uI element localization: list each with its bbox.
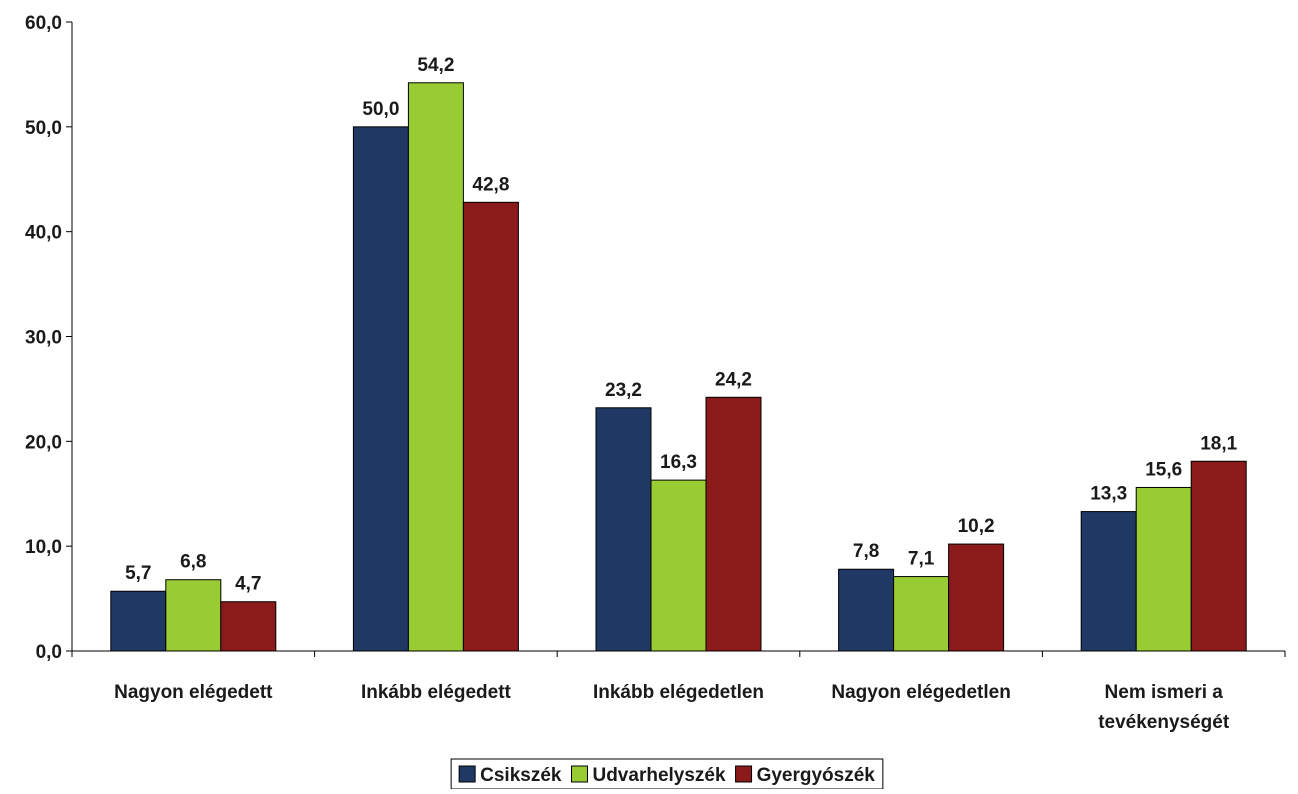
bar xyxy=(893,576,950,652)
legend-swatch xyxy=(735,765,753,783)
bar-value-label: 7,1 xyxy=(908,549,935,570)
bar xyxy=(1080,511,1137,652)
legend-swatch xyxy=(570,765,588,783)
legend-label: Csikszék xyxy=(480,765,562,786)
bar-value-label: 7,8 xyxy=(853,541,879,562)
bar xyxy=(462,201,519,652)
bar xyxy=(407,82,464,652)
y-tick-label: 0,0 xyxy=(36,642,62,663)
chart-bars xyxy=(110,82,1247,652)
bar-value-label: 4,7 xyxy=(235,574,261,595)
y-tick-label: 20,0 xyxy=(25,432,62,453)
bar-value-label: 23,2 xyxy=(605,380,642,401)
x-category-label: Nem ismeri a tevékenységét xyxy=(1098,682,1230,733)
bar-value-label: 18,1 xyxy=(1200,433,1237,454)
bar xyxy=(1190,460,1247,652)
bar xyxy=(1135,486,1192,652)
bar xyxy=(110,590,167,652)
y-tick-label: 30,0 xyxy=(25,328,62,349)
bar-value-label: 6,8 xyxy=(180,552,206,573)
legend-swatch xyxy=(458,765,476,783)
chart-axes: 0,0 10,0 20,0 30,0 40,0 50,0 60,0 Nagyon eléged… xyxy=(25,13,1286,733)
bar-value-label: 42,8 xyxy=(472,174,509,195)
bar xyxy=(838,568,895,652)
bar-value-label: 5,7 xyxy=(125,563,151,584)
bar xyxy=(352,126,409,652)
bar xyxy=(948,543,1005,652)
bar xyxy=(595,407,652,652)
bar-value-label: 16,3 xyxy=(660,452,697,473)
bar-value-label: 54,2 xyxy=(417,55,454,76)
bar-value-label: 24,2 xyxy=(715,369,752,390)
bar-value-label: 13,3 xyxy=(1090,484,1127,505)
y-tick-label: 60,0 xyxy=(25,13,62,34)
legend-box xyxy=(450,758,884,790)
bar xyxy=(220,601,277,652)
bar xyxy=(650,479,707,652)
bar-value-label: 50,0 xyxy=(362,99,399,120)
bar xyxy=(165,579,222,652)
y-tick-label: 10,0 xyxy=(25,537,62,558)
chart-data-labels: 5,7 6,8 4,7 50,0 54,2 42,8 23,2 16,3 24,2 7,8 7,1 1… xyxy=(125,55,1238,595)
x-category-label: Inkább elégedetlen xyxy=(593,682,764,703)
chart-legend: Csikszék Udvarhelyszék Gyergyószék xyxy=(450,758,884,790)
legend-label: Udvarhelyszék xyxy=(592,765,726,786)
legend-label: Gyergyószék xyxy=(757,765,876,786)
y-tick-label: 40,0 xyxy=(25,223,62,244)
x-category-label: Nagyon elégedett xyxy=(114,682,273,703)
y-tick-label: 50,0 xyxy=(25,118,62,139)
x-category-label: Nagyon elégedetlen xyxy=(831,682,1011,703)
bar-value-label: 10,2 xyxy=(958,516,995,537)
bar xyxy=(705,396,762,652)
bar-value-label: 15,6 xyxy=(1145,459,1182,480)
x-category-label: Inkább elégedett xyxy=(361,682,512,703)
